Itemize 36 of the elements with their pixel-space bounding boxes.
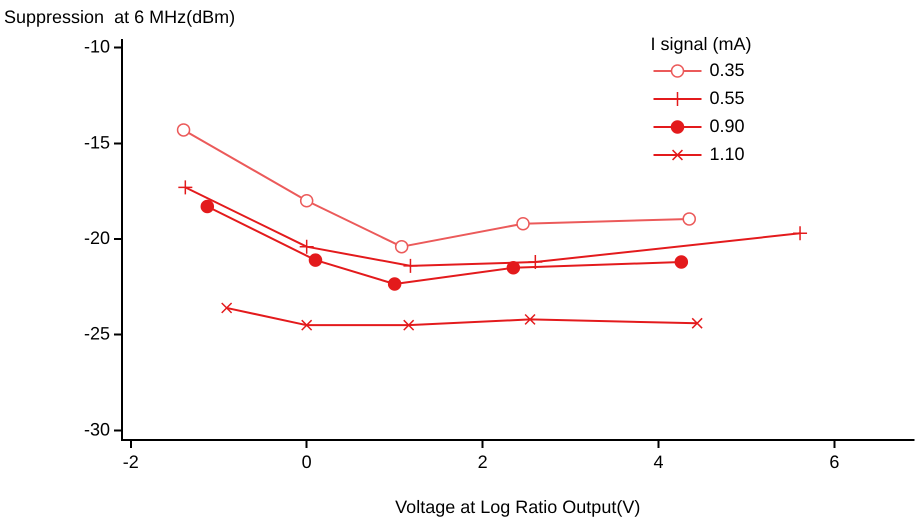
- legend-label: 1.10: [710, 144, 745, 164]
- point: [682, 212, 696, 226]
- point: [298, 238, 314, 254]
- point: [403, 319, 414, 331]
- x-tick-label: -2: [122, 452, 139, 472]
- point: [516, 216, 530, 230]
- x-tick-label: 4: [653, 452, 664, 472]
- point: [176, 123, 190, 137]
- point: [792, 226, 808, 242]
- legend-label: 0.55: [710, 88, 745, 108]
- point: [300, 194, 314, 208]
- legend-label: 0.90: [710, 116, 745, 136]
- x-axis-title: Voltage at Log Ratio Output(V): [395, 496, 640, 517]
- y-tick-label: -30: [84, 419, 110, 440]
- point: [691, 318, 703, 329]
- y-tick-label: -15: [84, 132, 110, 152]
- x-tick-label: 6: [829, 452, 840, 472]
- point: [388, 277, 402, 291]
- y-tick-label: -25: [84, 324, 110, 344]
- point: [300, 319, 312, 331]
- point: [394, 240, 408, 254]
- point: [220, 302, 232, 314]
- point: [308, 253, 322, 267]
- y-tick-label: -10: [84, 36, 110, 57]
- y-tick-label: -20: [84, 228, 110, 248]
- legend-label: 0.35: [710, 60, 745, 80]
- point: [178, 180, 194, 196]
- point: [524, 314, 536, 326]
- x-tick-label: 0: [302, 452, 312, 472]
- point: [674, 255, 688, 269]
- x-tick-label: 2: [478, 452, 488, 472]
- point: [402, 258, 418, 274]
- point: [528, 254, 544, 270]
- legend-title: I signal (mA): [650, 34, 752, 54]
- y-axis-title: Suppression at 6 MHz(dBm): [4, 6, 236, 27]
- point: [200, 200, 214, 214]
